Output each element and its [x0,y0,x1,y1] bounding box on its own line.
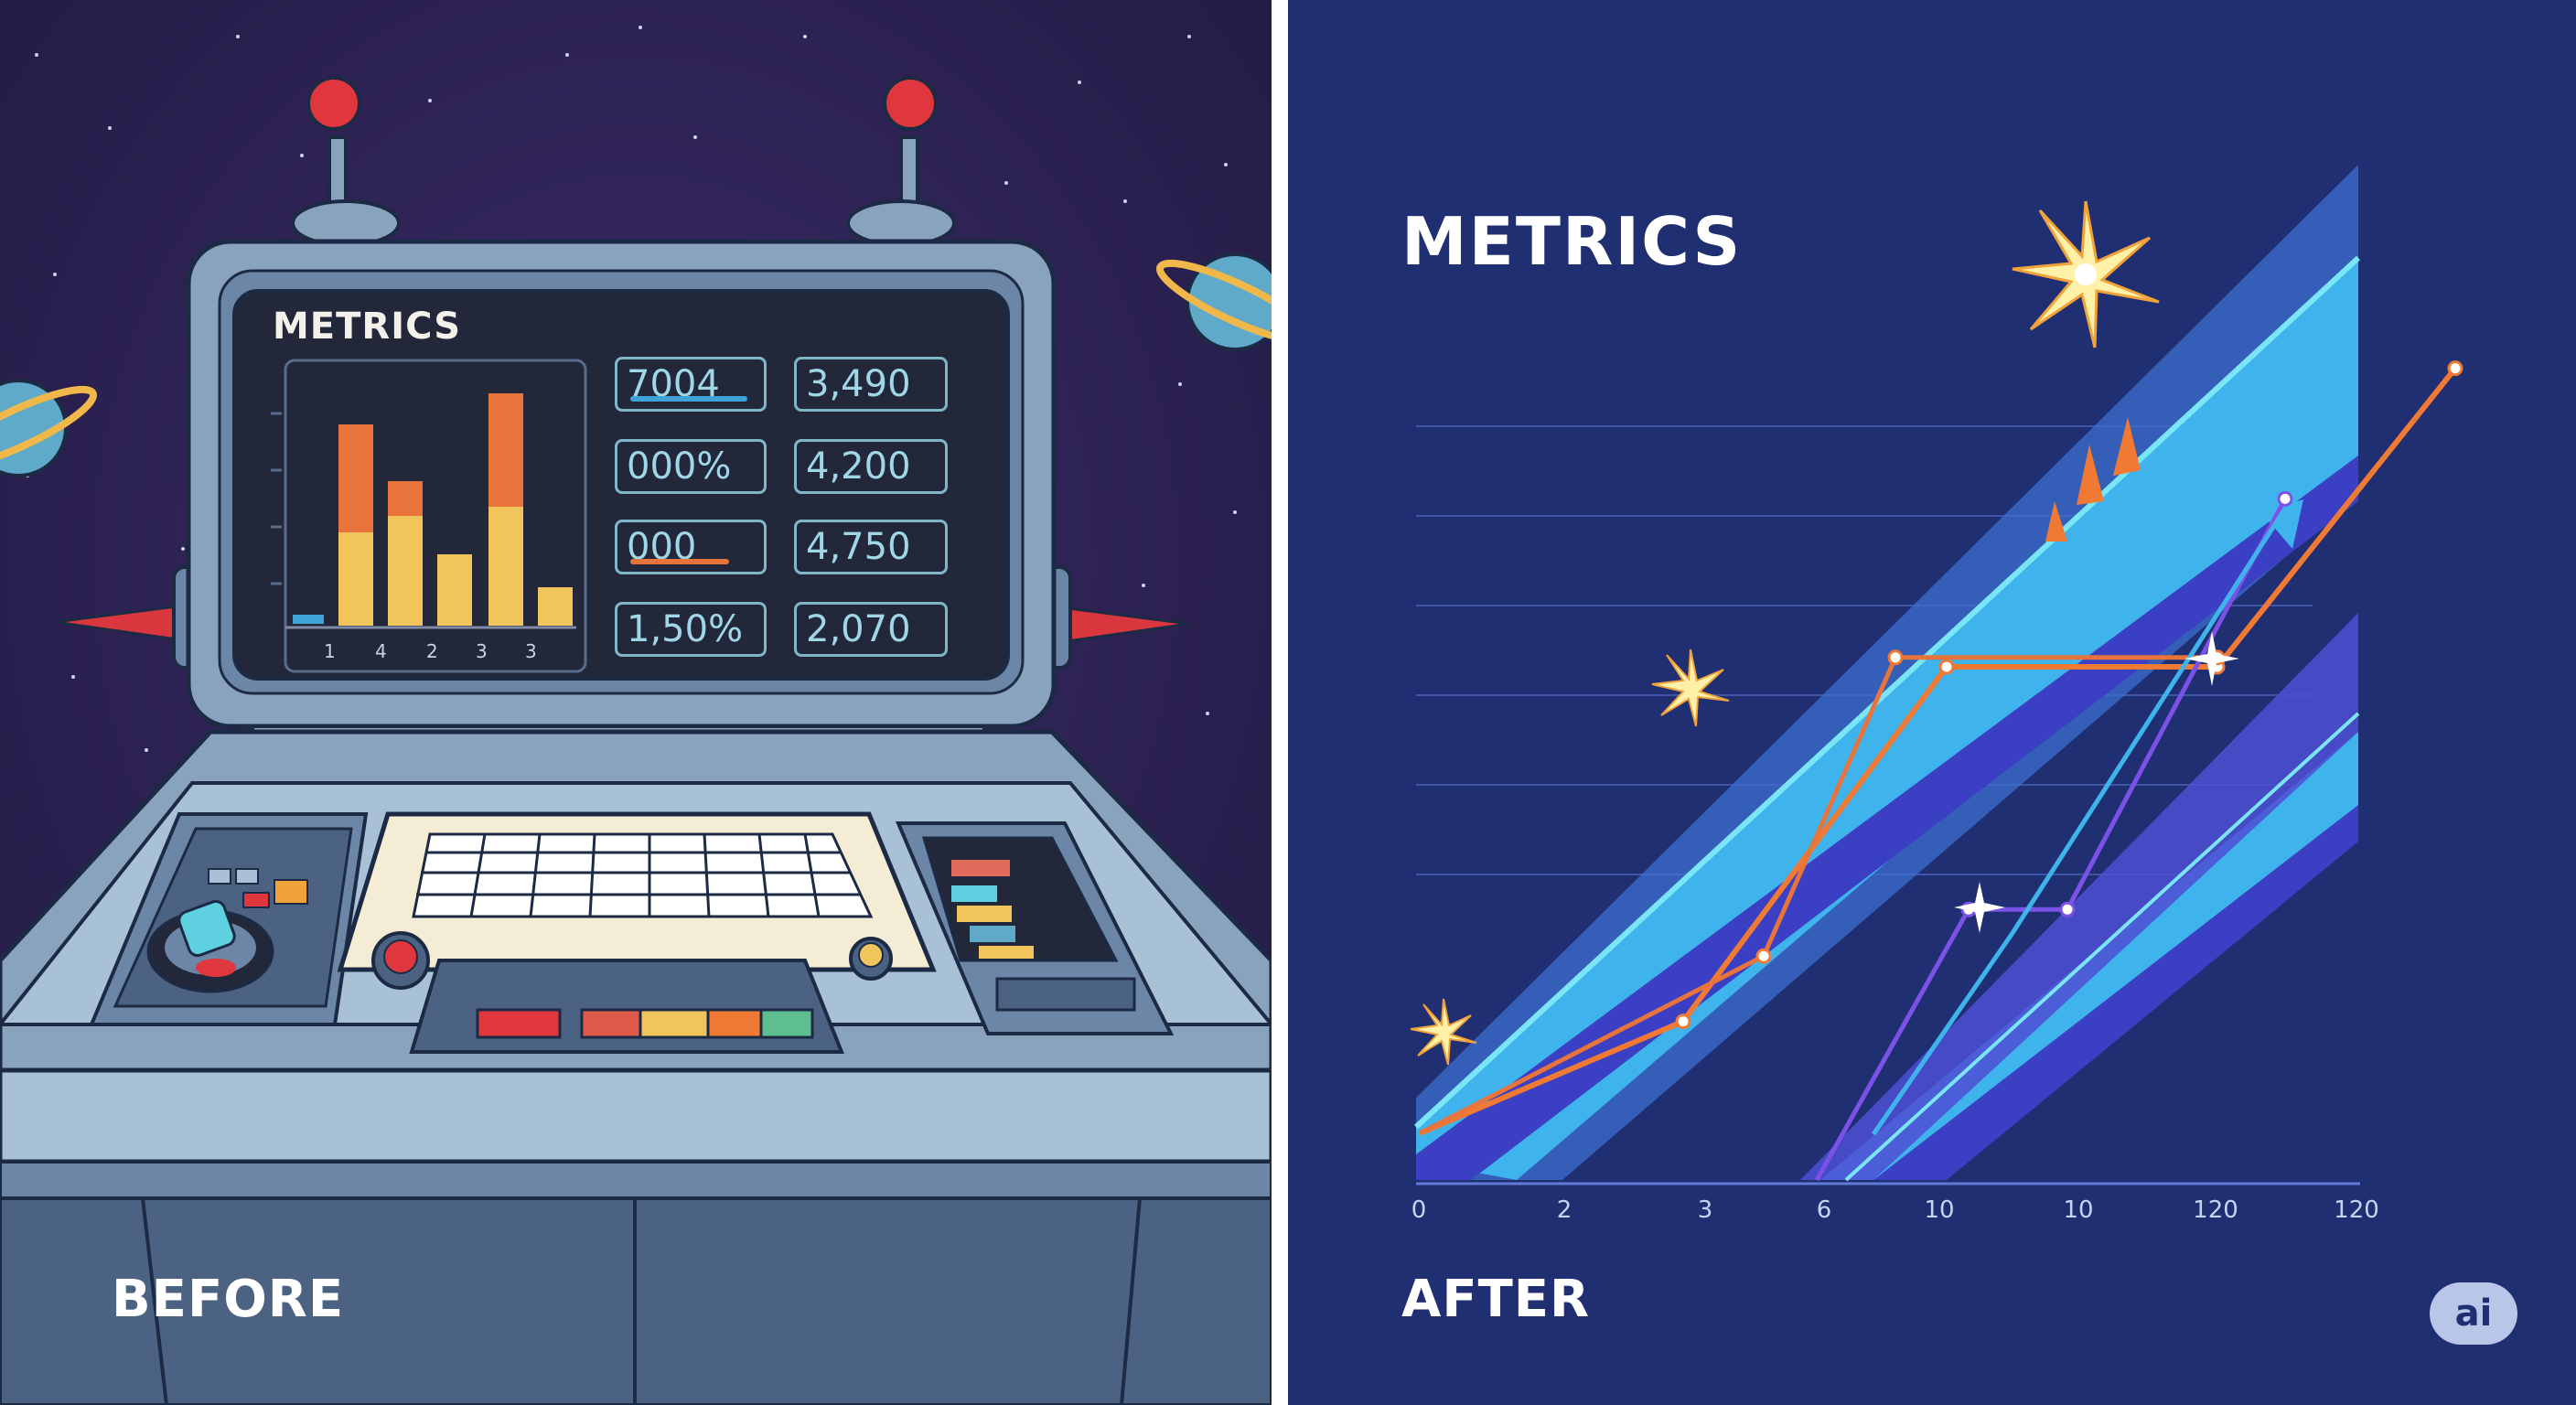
x-tick-label: 10 [2063,1196,2094,1224]
series-point [1675,1014,1691,1030]
right-control-pod [895,821,1175,1035]
x-tick-label: 0 [1411,1196,1427,1224]
series-point [1755,948,1772,964]
screen-value-box: 3,490 [794,357,948,412]
screen-title: METRICS [273,306,462,348]
after-caption: AFTER [1401,1270,1591,1329]
ai-badge: ai [2430,1282,2517,1345]
value-underline [630,396,747,402]
bar-tick-label: 3 [476,640,488,662]
screen-value-box: 4,750 [794,520,948,574]
screen-value-box: 4,200 [794,439,948,494]
sparkle-markers [1410,200,2239,1066]
keyboard [337,811,937,990]
front-button-panel [409,959,844,1054]
before-panel: METRICS 1 4 2 3 3 7004 000% 000 1,50% 3,… [0,0,1272,1405]
screen-value: 3,490 [806,363,911,405]
bar-tick-label: 3 [525,640,537,662]
screen-bars [293,393,573,626]
screen-value-box: 2,070 [794,602,948,657]
screen-value-box: 1,50% [615,602,767,657]
before-caption: BEFORE [112,1270,345,1329]
retro-console-illustration [0,0,1272,1405]
chart-title: METRICS [1401,203,1743,280]
screen-value-box: 7004 [615,357,767,412]
bar-tick-label: 4 [375,640,387,662]
decorative-bands [1413,165,2361,1182]
series-point [2447,360,2463,377]
value-underline [630,559,729,564]
antennas [291,76,956,247]
x-tick-label: 6 [1816,1196,1832,1224]
screen-value: 4,200 [806,445,911,488]
series-point [1887,649,1904,666]
rising-arrow-line [1871,507,2288,1136]
screen-value: 4,750 [806,526,911,568]
x-tick-label: 10 [1924,1196,1955,1224]
series-point [2059,901,2076,917]
series-point [1938,659,1955,675]
bar-tick-label: 2 [426,640,438,662]
x-tick-label: 3 [1697,1196,1713,1224]
series-line-3 [1814,498,2288,1182]
after-line-chart [1410,165,2463,1185]
x-tick-label: 120 [2334,1196,2379,1224]
panel-divider [1272,0,1288,1405]
screen-value: 000% [627,445,732,488]
left-control-pod [88,812,369,1026]
screen-value: 2,070 [806,608,911,650]
bar-tick-label: 1 [324,640,336,662]
planet-right [1155,252,1272,351]
x-tick-label: 2 [1556,1196,1572,1224]
x-tick-label: 120 [2193,1196,2238,1224]
series-line-2 [1418,655,2217,1136]
screen-value-box: 000% [615,439,767,494]
screen-value-box: 000 [615,520,767,574]
screen-value: 1,50% [627,608,744,650]
after-panel: METRICS 0 2 3 6 10 10 120 120 AFTER ai [1288,0,2576,1405]
series-point [2277,490,2293,507]
planet-left [0,379,98,477]
